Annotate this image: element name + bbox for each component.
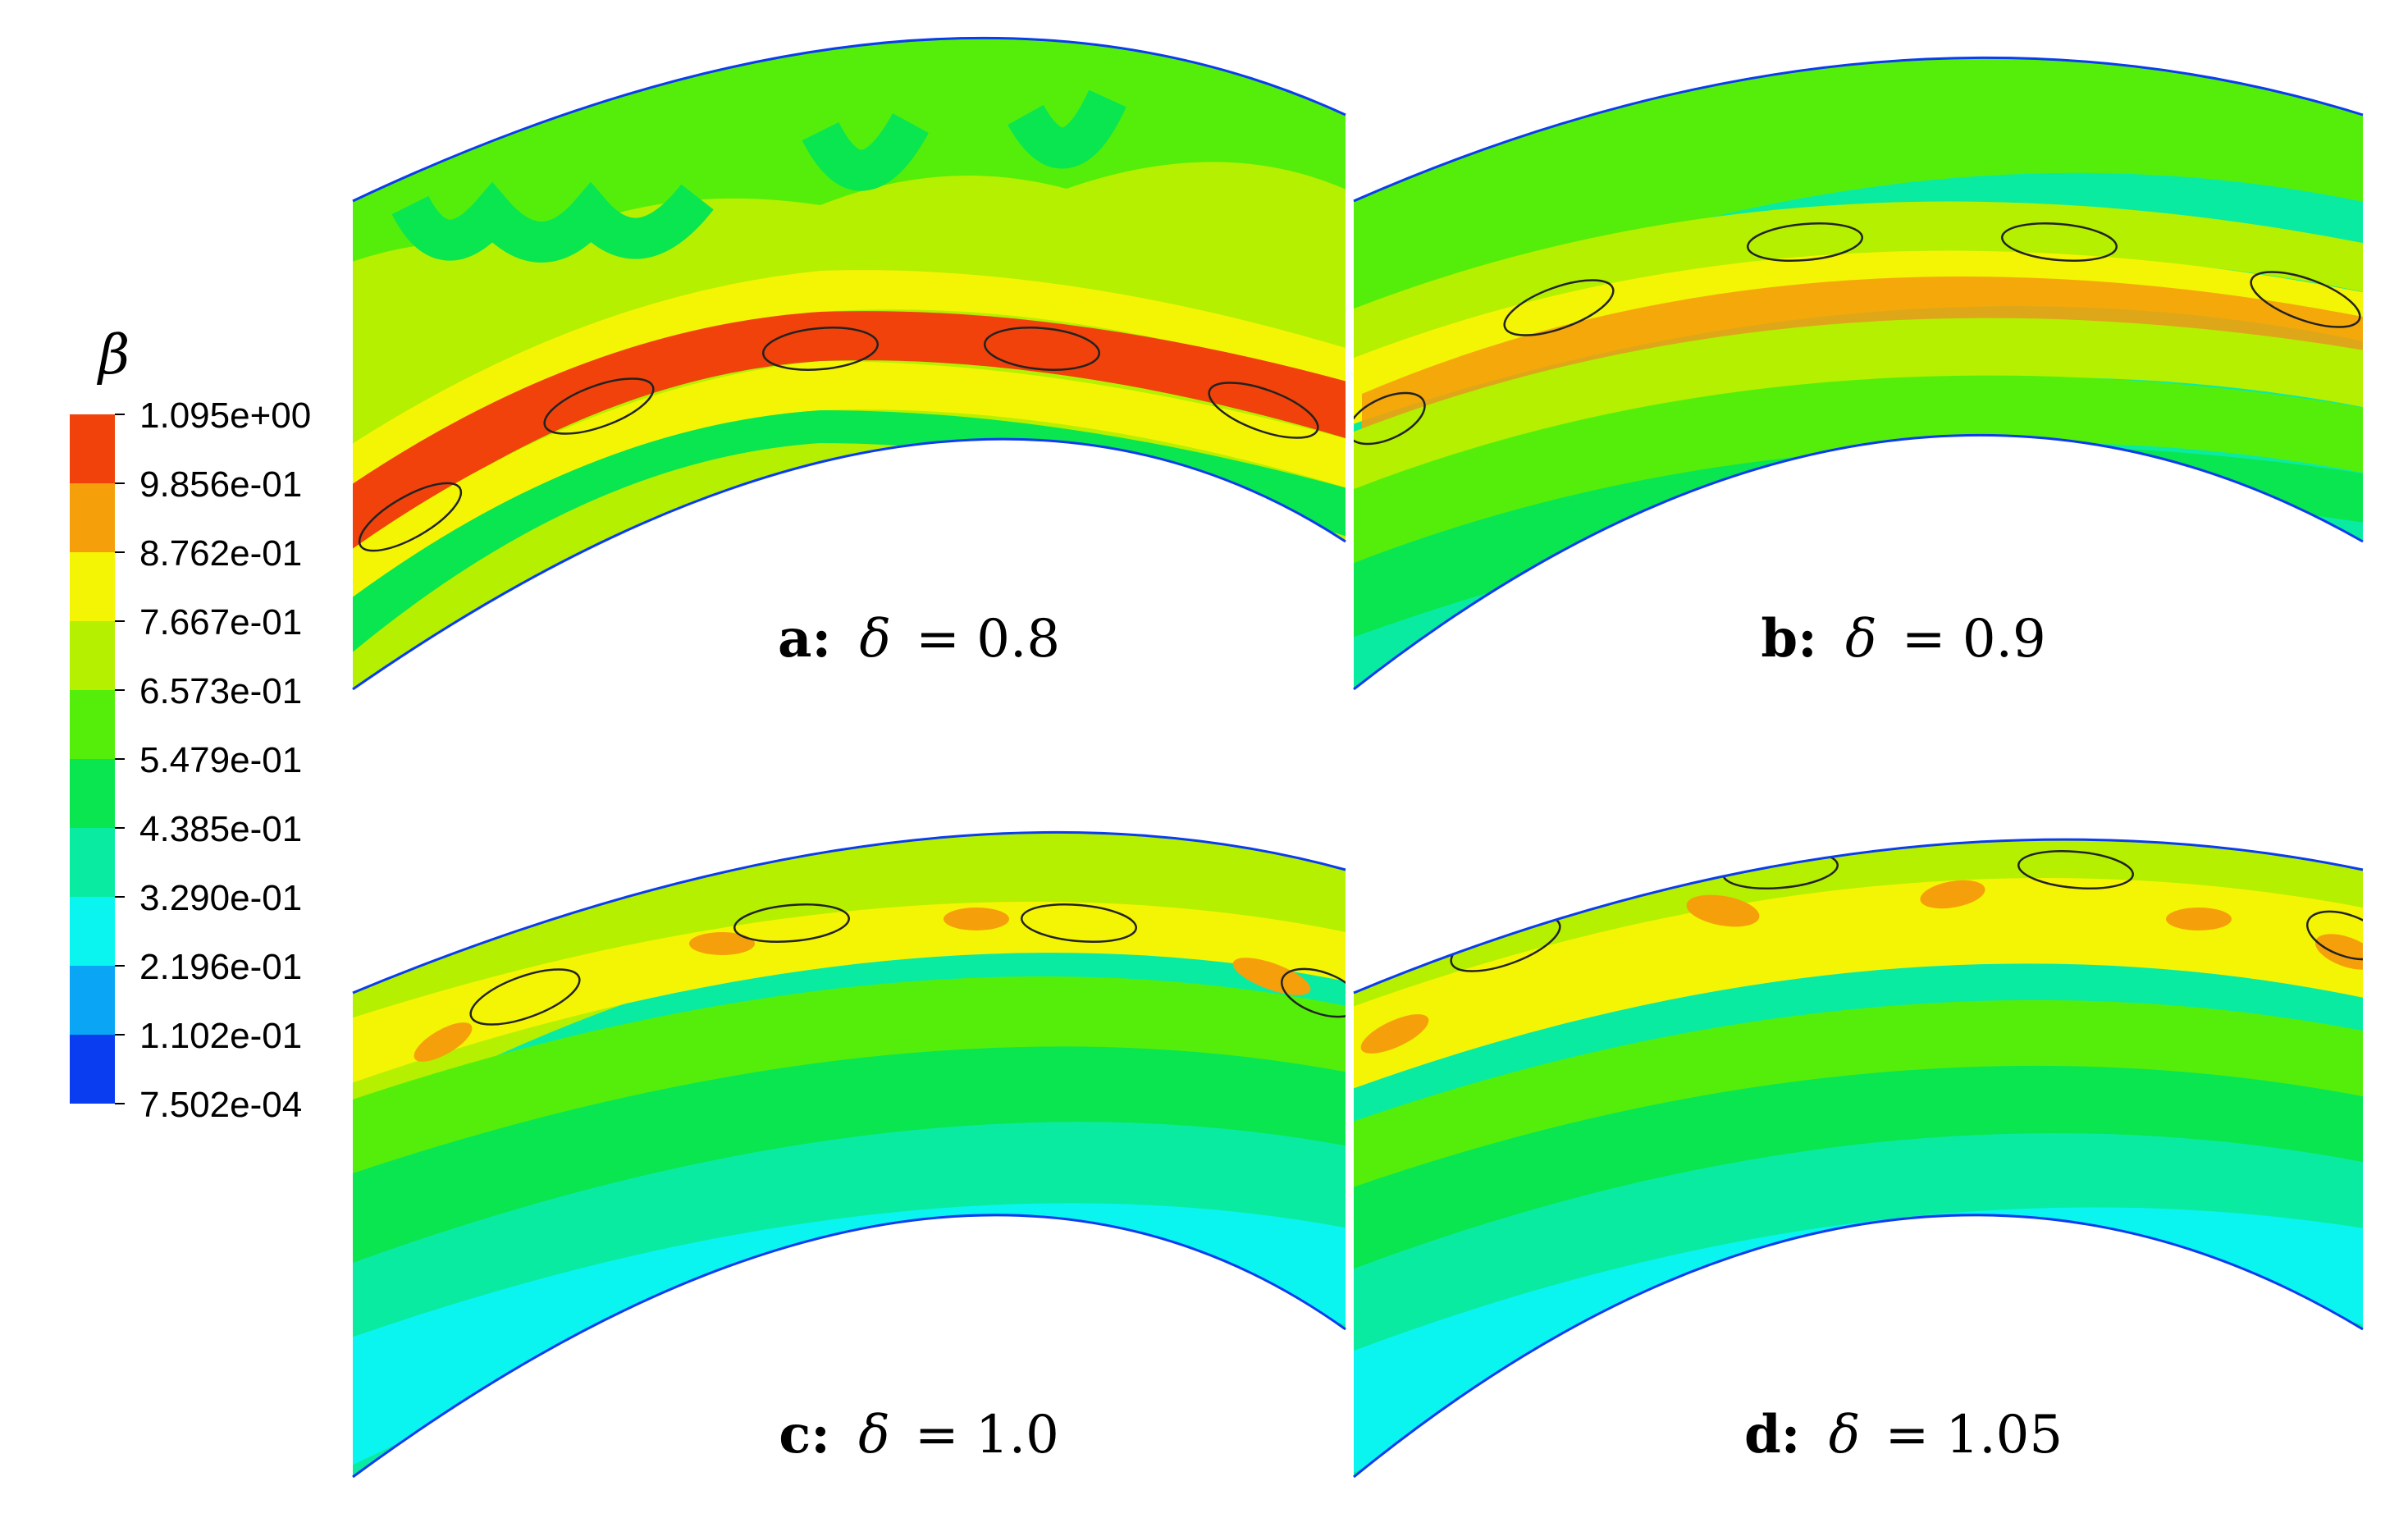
- legend-tick-label: 2.196e-01: [139, 947, 302, 987]
- panel-b: b: δ = 0.9: [1353, 56, 2364, 691]
- panel-a: a: δ = 0.8: [352, 36, 1346, 691]
- legend-tick-label: 7.502e-04: [139, 1085, 302, 1125]
- legend-tick-label: 3.290e-01: [139, 878, 302, 918]
- panel-a-label: a: δ = 0.8: [778, 608, 1060, 670]
- legend-tick-label: 6.573e-01: [139, 671, 302, 711]
- legend-tick-label: 4.385e-01: [139, 809, 302, 849]
- legend-swatch: [70, 552, 115, 621]
- panel-c-equation: = 1.0: [915, 1405, 1059, 1465]
- panel-b-label: b: δ = 0.9: [1761, 608, 2045, 670]
- panel-d-label: d: δ = 1.05: [1744, 1404, 2063, 1465]
- panel-c-symbol: δ: [858, 1405, 890, 1465]
- panel-a-equation: = 0.8: [916, 609, 1060, 670]
- legend-colorbar: [70, 414, 115, 1104]
- legend-swatch: [70, 414, 115, 483]
- panel-c-letter: c:: [779, 1404, 830, 1465]
- legend: β 1.095e+00 9.856e-01 8.762e-01 7.667e-01 6.…: [70, 323, 311, 1125]
- panel-c: c: δ = 1.0: [352, 830, 1346, 1479]
- panel-d-equation: = 1.05: [1885, 1405, 2063, 1465]
- panel-b-letter: b:: [1761, 608, 1816, 670]
- legend-tick-label: 7.667e-01: [139, 602, 302, 642]
- legend-swatch: [70, 966, 115, 1035]
- legend-swatch: [70, 690, 115, 759]
- panel-a-letter: a:: [778, 608, 831, 670]
- legend-tick-label: 1.102e-01: [139, 1016, 302, 1056]
- legend-swatch: [70, 621, 115, 690]
- panel-d-contour: [1354, 839, 2363, 1477]
- legend-tick-label: 1.095e+00: [139, 396, 311, 436]
- legend-tick-label: 5.479e-01: [139, 740, 302, 780]
- panel-c-label: c: δ = 1.0: [779, 1404, 1059, 1465]
- panel-b-symbol: δ: [1845, 609, 1877, 670]
- legend-title: β: [96, 323, 130, 386]
- panel-a-symbol: δ: [859, 609, 891, 670]
- panel-d-letter: d:: [1744, 1404, 1800, 1465]
- legend-swatch: [70, 828, 115, 897]
- legend-tick-labels: 1.095e+00 9.856e-01 8.762e-01 7.667e-01 6.57…: [115, 396, 311, 1125]
- panel-d-symbol: δ: [1829, 1405, 1861, 1465]
- legend-swatch: [70, 897, 115, 966]
- legend-tick-label: 9.856e-01: [139, 464, 302, 505]
- legend-tick-label: 8.762e-01: [139, 533, 302, 574]
- legend-swatch: [70, 483, 115, 552]
- legend-swatch: [70, 759, 115, 828]
- panel-b-equation: = 0.9: [1902, 609, 2046, 670]
- panel-c-contour: [353, 832, 1346, 1477]
- panel-d: d: δ = 1.05: [1353, 838, 2364, 1479]
- legend-swatch: [70, 1035, 115, 1104]
